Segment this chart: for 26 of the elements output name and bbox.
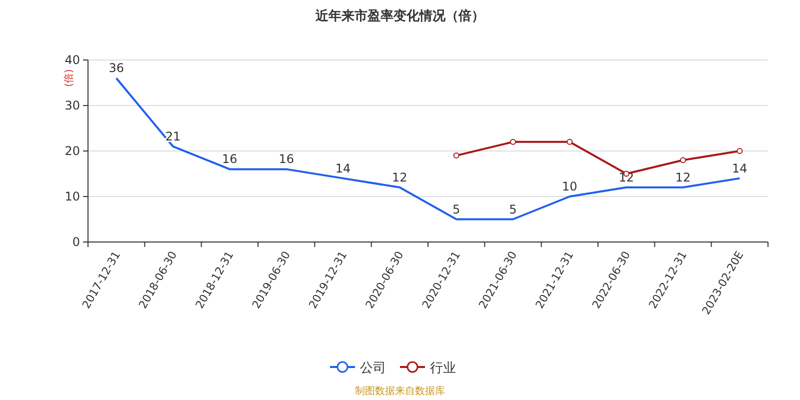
data-label: 12	[675, 170, 691, 184]
data-label: 12	[392, 170, 408, 184]
point	[510, 138, 516, 145]
data-label: 16	[278, 152, 294, 166]
point	[680, 157, 686, 164]
y-tick-label: 10	[64, 190, 80, 204]
text: 制图数据来自数据库	[355, 385, 445, 397]
data-label: 5	[452, 202, 460, 216]
legend-label: 公司	[360, 361, 386, 376]
data-label: 14	[732, 161, 748, 176]
data-label: 10	[562, 180, 578, 194]
y-tick-label: 30	[64, 98, 80, 112]
data-label: 16	[222, 152, 238, 166]
point	[566, 138, 573, 145]
y-tick-label: 20	[64, 144, 80, 158]
data-label: 14	[335, 161, 351, 176]
data-label: 5	[509, 202, 517, 216]
point	[736, 148, 743, 154]
point	[453, 152, 460, 159]
legend-label: 行业	[430, 361, 456, 376]
y-axis-title: (倍)	[63, 69, 75, 87]
chart-title: 近年来市盈率变化情况（倍）	[314, 8, 484, 24]
y-tick-label: 0	[72, 235, 80, 249]
data-label: 21	[165, 129, 181, 144]
y-tick-label: 40	[64, 53, 80, 67]
data-label: 36	[108, 61, 124, 76]
